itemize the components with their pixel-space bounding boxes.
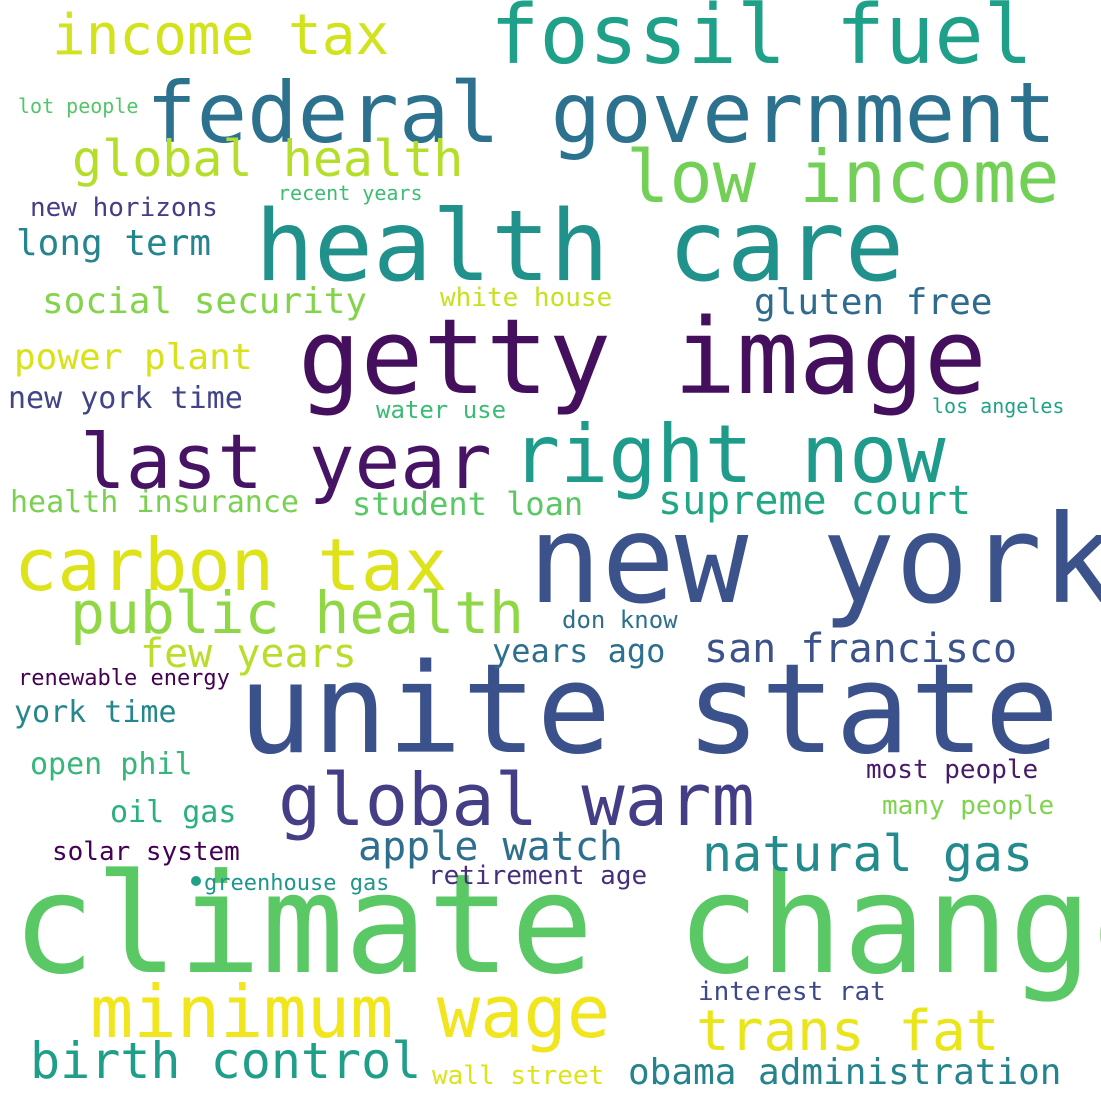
cloud-word-interest-rat: interest rat [698, 977, 886, 1007]
cloud-word-global-health: global health [72, 130, 463, 188]
cloud-word-recent-years: recent years [278, 181, 423, 205]
cloud-word-low-income: low income [626, 135, 1059, 219]
cloud-word-gluten-free: gluten free [754, 282, 992, 323]
cloud-word-oil-gas: oil gas [110, 795, 236, 830]
cloud-word-water-use: water use [376, 396, 506, 424]
cloud-word-supreme-court: supreme court [658, 478, 971, 524]
cloud-word-white-house: white house [440, 283, 612, 313]
cloud-word-public-health: public health [70, 579, 524, 647]
cloud-word-trans-fat: trans fat [696, 999, 999, 1064]
cloud-word-last-year: last year [80, 417, 492, 506]
cloud-word-global-warm: global warm [278, 758, 755, 842]
cloud-word-climate-change: climate change [12, 844, 1101, 1005]
cloud-word-health-insurance: health insurance [10, 485, 299, 520]
cloud-word-right-now: right now [512, 408, 946, 501]
cloud-word-getty-image: getty image [298, 296, 987, 418]
cloud-word-carbon-tax: carbon tax [14, 523, 447, 607]
cloud-word-los-angeles: los angeles [932, 394, 1064, 418]
cloud-word-fossil-fuel: fossil fuel [490, 0, 1033, 83]
cloud-word-open-phil: open phil [30, 747, 193, 782]
cloud-word-renewable-energy: renewable energy [18, 666, 230, 691]
cloud-word-new-york: new york [528, 489, 1101, 631]
cloud-word-unite-state: unite state [238, 638, 1059, 782]
cloud-word-most-people: most people [866, 755, 1038, 785]
cloud-word-wall-street: wall street [432, 1061, 604, 1091]
cloud-word-retirement-age: retirement age [428, 861, 647, 891]
cloud-word-new-york-time: new york time [8, 381, 243, 416]
cloud-word-don-know: don know [562, 606, 678, 634]
cloud-word-san-francisco: san francisco [704, 626, 1017, 672]
cloud-word-natural-gas: natural gas [702, 825, 1033, 883]
cloud-word-few-years: few years [140, 631, 357, 677]
cloud-word-new-horizons: new horizons [30, 193, 218, 223]
cloud-dot [191, 876, 201, 886]
cloud-word-federal-government: federal government [146, 64, 1056, 162]
cloud-word-power-plant: power plant [14, 337, 252, 378]
cloud-word-lot-people: lot people [18, 94, 138, 118]
cloud-word-apple-watch: apple watch [358, 824, 623, 870]
cloud-word-health-care: health care [255, 190, 904, 304]
cloud-word-social-security: social security [42, 281, 367, 322]
cloud-word-years-ago: years ago [492, 632, 665, 670]
cloud-word-many-people: many people [882, 791, 1054, 821]
cloud-word-obama-administration: obama administration [628, 1052, 1061, 1093]
cloud-word-minimum-wage: minimum wage [90, 970, 610, 1054]
cloud-word-solar-system: solar system [52, 837, 240, 867]
cloud-word-york-time: york time [14, 695, 177, 730]
cloud-word-income-tax: income tax [52, 3, 389, 68]
cloud-word-greenhouse-gas: greenhouse gas [204, 871, 389, 896]
cloud-word-long-term: long term [16, 223, 211, 264]
cloud-word-student-loan: student loan [352, 485, 583, 523]
cloud-word-birth-control: birth control [30, 1032, 421, 1090]
